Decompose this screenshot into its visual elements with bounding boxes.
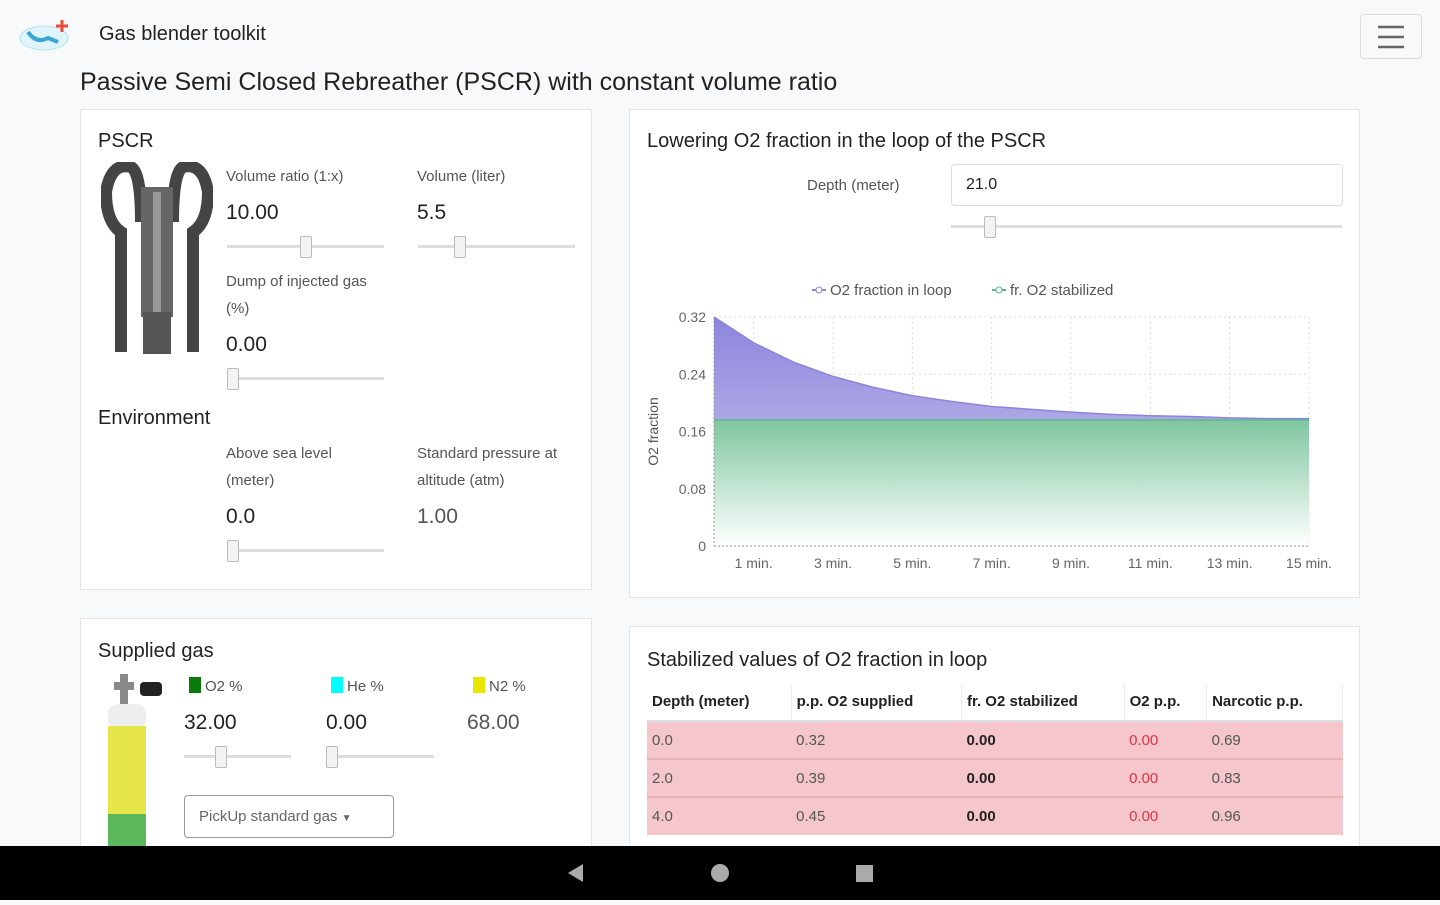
table-row: 4.0 0.45 0.00 0.00 0.96 — [647, 796, 1343, 835]
x-tick-label: 3 min. — [814, 555, 852, 571]
table-row: 2.0 0.39 0.00 0.00 0.83 — [647, 758, 1343, 797]
legend-marker-dot — [995, 286, 1003, 294]
pscr-title: PSCR — [98, 130, 154, 152]
volume-ratio-slider[interactable] — [227, 236, 384, 258]
dump-value: 0.00 — [226, 333, 267, 356]
x-tick-label: 11 min. — [1128, 555, 1173, 571]
y-tick-label: 0.24 — [679, 366, 706, 382]
series-line-o2-fraction-in-loop — [713, 316, 1309, 420]
he-color-icon — [331, 677, 343, 693]
page-title: Passive Semi Closed Rebreather (PSCR) wi… — [80, 68, 838, 96]
altitude-label: Above sea level (meter) — [226, 445, 332, 489]
pressure-value: 1.00 — [417, 505, 458, 528]
altitude-slider[interactable] — [227, 540, 384, 562]
supplied-gas-card: Supplied gas O2 % 32.00 He % 0.00 N2 % 6… — [80, 618, 592, 878]
table-cell: 0.83 — [1206, 758, 1343, 797]
hamburger-icon — [1378, 25, 1404, 49]
home-icon — [711, 864, 729, 882]
column-header: fr. O2 stabilized — [961, 683, 1125, 722]
y-tick-label: 0.16 — [679, 424, 706, 440]
gas-cylinder-image — [106, 674, 166, 859]
column-header: O2 p.p. — [1124, 683, 1208, 722]
volume-value: 5.5 — [417, 201, 447, 224]
pressure-label: Standard pressure at altitude (atm) — [417, 445, 558, 489]
o2-label: O2 % — [189, 673, 243, 700]
table-cell: 0.00 — [961, 720, 1125, 759]
x-tick-label: 15 min. — [1286, 555, 1332, 571]
recents-icon — [856, 865, 873, 882]
depth-input[interactable]: 21.0 — [951, 164, 1343, 206]
chart-card-title: Lowering O2 fraction in the loop of the … — [647, 130, 1047, 152]
pscr-card: PSCR Volume ratio (1:x) 10.00 Volume (li… — [80, 109, 592, 590]
table-cell: 0.00 — [1124, 758, 1207, 797]
app-logo — [18, 18, 74, 52]
legend-marker-dot — [815, 286, 823, 294]
table-row: 0.0 0.32 0.00 0.00 0.69 — [647, 720, 1343, 759]
depth-label: Depth (meter) — [807, 177, 900, 194]
table-cell: 0.00 — [961, 758, 1125, 797]
n2-label: N2 % — [473, 673, 526, 700]
y-axis-label: O2 fraction — [645, 397, 661, 465]
table-card: Stabilized values of O2 fraction in loop… — [629, 626, 1360, 886]
legend-label: O2 fraction in loop — [830, 282, 952, 299]
x-tick-label: 5 min. — [893, 555, 931, 571]
dump-slider[interactable] — [227, 368, 384, 390]
column-header: p.p. O2 supplied — [791, 683, 962, 722]
table-title: Stabilized values of O2 fraction in loop — [647, 649, 988, 671]
table-cell: 2.0 — [647, 758, 792, 797]
x-tick-label: 13 min. — [1207, 555, 1253, 571]
o2-value: 32.00 — [184, 711, 237, 734]
legend-label: fr. O2 stabilized — [1010, 282, 1113, 299]
series-area-fr-o2-stabilized — [714, 420, 1309, 546]
n2-color-icon — [473, 677, 485, 693]
column-header: Narcotic p.p. — [1206, 683, 1343, 722]
x-tick-label: 9 min. — [1052, 555, 1090, 571]
table-cell: 0.00 — [1124, 720, 1207, 759]
he-value: 0.00 — [326, 711, 367, 734]
android-nav-bar — [0, 846, 1440, 900]
stabilized-table: Depth (meter) p.p. O2 supplied fr. O2 stab… — [647, 683, 1343, 835]
table-cell: 0.00 — [1124, 796, 1207, 835]
volume-slider[interactable] — [418, 236, 575, 258]
y-tick-label: 0.32 — [679, 309, 706, 325]
x-tick-label: 7 min. — [973, 555, 1011, 571]
n2-value: 68.00 — [467, 711, 520, 734]
environment-title: Environment — [98, 407, 211, 429]
altitude-value: 0.0 — [226, 505, 256, 528]
o2-color-icon — [189, 677, 201, 693]
pickup-gas-dropdown[interactable]: PickUp standard gas ▼ — [184, 795, 394, 838]
column-header: Depth (meter) — [647, 683, 792, 722]
table-cell: 0.39 — [791, 758, 962, 797]
menu-button[interactable] — [1360, 14, 1422, 59]
rebreather-image — [99, 160, 215, 362]
depth-slider[interactable] — [951, 216, 1342, 238]
volume-ratio-label: Volume ratio (1:x) — [226, 168, 344, 185]
table-cell: 0.45 — [791, 796, 962, 835]
y-tick-label: 0 — [698, 538, 706, 554]
he-slider[interactable] — [326, 746, 434, 768]
supplied-gas-title: Supplied gas — [98, 640, 214, 662]
he-label: He % — [331, 673, 384, 700]
caret-down-icon: ▼ — [341, 813, 352, 824]
table-cell: 0.32 — [791, 720, 962, 759]
table-cell: 4.0 — [647, 796, 792, 835]
o2-slider[interactable] — [184, 746, 291, 768]
volume-label: Volume (liter) — [417, 168, 506, 185]
dump-label: Dump of injected gas (%) — [226, 273, 367, 317]
y-tick-label: 0.08 — [679, 481, 706, 497]
table-cell: 0.0 — [647, 720, 792, 759]
volume-ratio-value: 10.00 — [226, 201, 279, 224]
x-tick-label: 1 min. — [735, 555, 773, 571]
back-icon — [568, 864, 583, 882]
o2-fraction-chart: 0 0.08 0.16 0.24 0.32 1 min. 3 min. 5 min. 7 min… — [645, 282, 1332, 571]
app-title: Gas blender toolkit — [99, 23, 266, 45]
table-cell: 0.96 — [1206, 796, 1343, 835]
table-cell: 0.69 — [1206, 720, 1343, 759]
table-cell: 0.00 — [961, 796, 1125, 835]
